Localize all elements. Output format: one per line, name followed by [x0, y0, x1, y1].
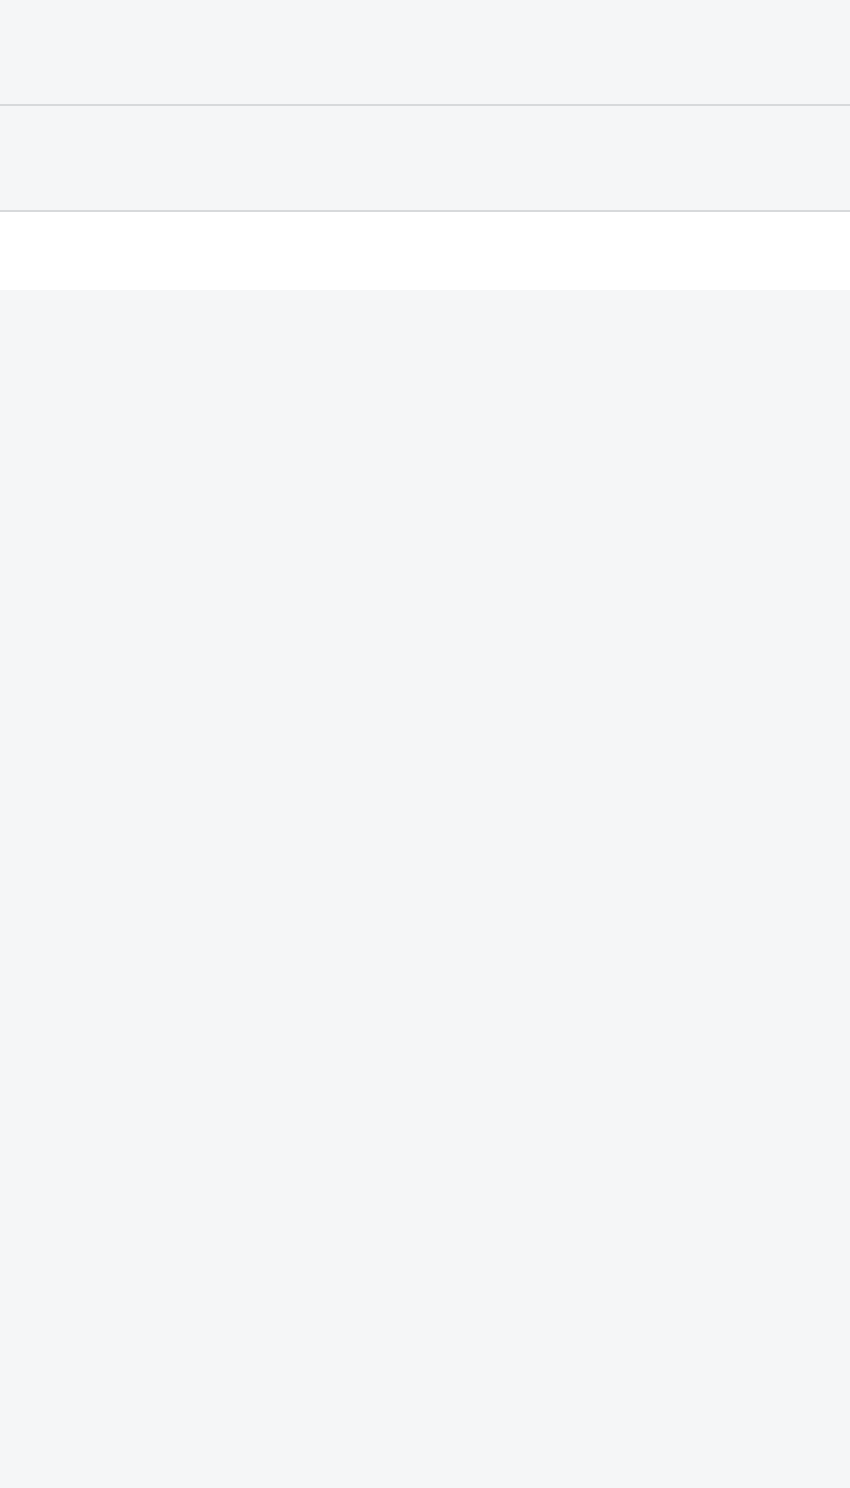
- footer-header-year: [0, 128, 92, 138]
- stats-table: [0, 0, 850, 290]
- table-header: [0, 0, 850, 106]
- table-footer: [0, 106, 850, 290]
